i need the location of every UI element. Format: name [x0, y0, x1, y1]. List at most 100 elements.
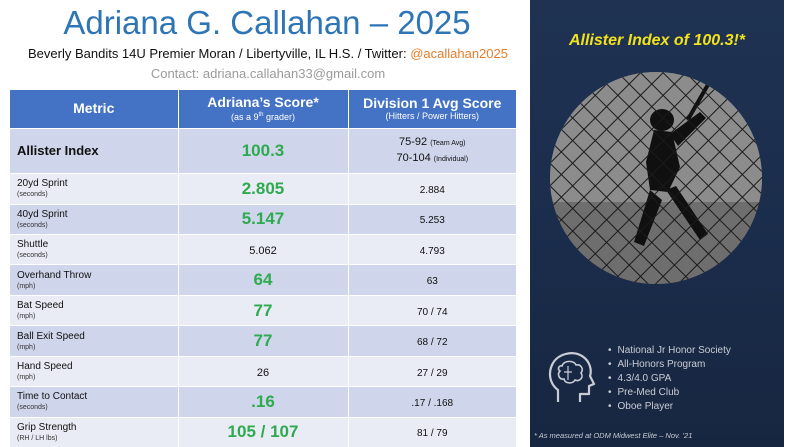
metric-name: Allister Index [17, 142, 99, 158]
metric-cell: 40yd Sprint (seconds) [10, 203, 179, 235]
metric-name: Hand Speed [17, 361, 73, 372]
column-header-label: Metric [73, 100, 115, 117]
panel-title: Allister Index of 100.3!* [568, 32, 746, 49]
subtitle-text: Beverly Bandits 14U Premier Moran / Libe… [28, 46, 411, 61]
table-row: 40yd Sprint (seconds) 5.147 5.253 [10, 203, 516, 235]
score-cell: 77 [178, 294, 349, 326]
table-row: Grip Strength (RH / LH lbs) 105 / 107 81 / … [10, 416, 516, 447]
table-row: Shuttle (seconds) 5.062 4.793 [10, 234, 516, 265]
footnote: * As measured at ODM Midwest Elite – Nov… [534, 431, 693, 440]
score-cell: 26 [178, 355, 349, 387]
brain-head-icon [548, 352, 596, 402]
column-header-label: Division 1 Avg Score [363, 94, 502, 111]
honors-list: National Jr Honor SocietyAll-Honors Prog… [608, 344, 731, 414]
avg-cell: 4.793 [348, 234, 516, 265]
metric-name: Time to Contact [17, 391, 88, 403]
column-header-sub: (as a 9th grader) [230, 111, 296, 122]
avg-value: 68 / 72 [416, 337, 448, 349]
score-cell: 5.062 [178, 234, 349, 265]
metric-unit: (mph) [17, 343, 36, 351]
avg-cell: 70 / 74 [348, 294, 516, 326]
avg-value: 27 / 29 [416, 367, 448, 379]
honor-item: National Jr Honor Society [608, 344, 731, 358]
metric-cell: Shuttle (seconds) [10, 234, 179, 265]
score-value: 2.805 [241, 178, 285, 198]
table-row: Bat Speed (mph) 77 70 / 74 [10, 294, 516, 326]
table-row: Hand Speed (mph) 26 27 / 29 [10, 355, 516, 387]
avg-value: 4.793 [419, 245, 445, 257]
score-value: .16 [251, 391, 275, 411]
column-header-score: Adriana’s Score* (as a 9th grader) [178, 90, 349, 128]
metric-cell: Hand Speed (mph) [10, 355, 179, 387]
metric-unit: (seconds) [17, 221, 48, 229]
contact-email: Contact: adriana.callahan33@gmail.com [150, 66, 386, 81]
metric-cell: 20yd Sprint (seconds) [10, 173, 179, 205]
avg-value: 70 / 74 [416, 306, 448, 318]
metric-cell: Time to Contact (seconds) [10, 386, 179, 418]
score-value: 77 [253, 331, 273, 351]
player-batting-photo [550, 72, 762, 284]
score-cell: 105 / 107 [178, 416, 349, 447]
avg-cell: 75-92 (Team Avg) 70-104 (Individual) [348, 127, 517, 174]
side-panel: Allister Index of 100.3!* [530, 0, 784, 447]
score-value: 100.3 [241, 140, 285, 160]
table-row: 20yd Sprint (seconds) 2.805 2.884 [10, 173, 516, 205]
metric-name: Ball Exit Speed [17, 330, 85, 342]
score-cell: .16 [178, 386, 349, 418]
avg-cell: 63 [348, 264, 516, 296]
honor-item: Pre-Med Club [608, 386, 731, 400]
metric-unit: (mph) [17, 282, 36, 290]
score-value: 26 [256, 366, 270, 379]
avg-cell: 5.253 [348, 203, 516, 235]
avg-cell: 68 / 72 [348, 325, 516, 357]
table-row: Allister Index 100.3 75-92 (Team Avg) 70-10… [10, 127, 517, 174]
avg-value: 63 [426, 276, 438, 288]
subtitle: Beverly Bandits 14U Premier Moran / Libe… [10, 46, 526, 61]
metric-cell: Bat Speed (mph) [10, 294, 179, 326]
metric-name: 40yd Sprint [17, 208, 68, 220]
avg-range: 70-104 [396, 151, 431, 164]
metric-unit: (seconds) [17, 404, 48, 412]
score-value: 77 [253, 300, 273, 320]
avg-line: 75-92 (Team Avg) [349, 135, 517, 151]
avg-line: 70-104 (Individual) [349, 151, 517, 167]
metric-name: Grip Strength [17, 421, 77, 433]
avg-cell: .17 / .168 [348, 386, 516, 418]
honor-item: Oboe Player [608, 400, 731, 414]
column-header-label: Adriana’s Score* [207, 93, 319, 110]
avg-note: (Individual) [433, 155, 469, 163]
metric-name: Bat Speed [17, 300, 64, 312]
table-row: Time to Contact (seconds) .16 .17 / .168 [10, 386, 516, 418]
avg-value: 81 / 79 [416, 428, 448, 440]
score-value: 64 [253, 270, 273, 290]
twitter-handle[interactable]: @acallahan2025 [410, 46, 508, 61]
avg-cell: 27 / 29 [348, 355, 516, 387]
score-value: 105 / 107 [227, 422, 299, 442]
column-header-avg: Division 1 Avg Score (Hitters / Power Hi… [348, 90, 516, 128]
score-value: 5.147 [241, 209, 285, 229]
avg-value: 2.884 [419, 184, 445, 196]
metric-cell: Overhand Throw (mph) [10, 264, 179, 296]
avg-range: 75-92 [399, 135, 428, 148]
column-header-sub: (Hitters / Power Hitters) [385, 110, 479, 121]
table-row: Overhand Throw (mph) 64 63 [10, 264, 516, 296]
metric-cell: Allister Index [10, 127, 179, 174]
avg-note: (Team Avg) [430, 139, 466, 147]
metrics-table: Metric Adriana’s Score* (as a 9th grader… [10, 90, 516, 447]
score-value: 5.062 [249, 244, 277, 257]
avg-value: .17 / .168 [411, 397, 454, 409]
metric-unit: (mph) [17, 374, 36, 381]
avg-cell: 81 / 79 [348, 416, 516, 447]
metric-name: Overhand Throw [17, 269, 92, 281]
metric-cell: Grip Strength (RH / LH lbs) [10, 416, 179, 447]
honor-item: All-Honors Program [608, 358, 731, 372]
metric-unit: (RH / LH lbs) [17, 434, 58, 442]
metric-unit: (seconds) [17, 252, 48, 260]
metric-name: 20yd Sprint [17, 178, 68, 190]
table-header-row: Metric Adriana’s Score* (as a 9th grader… [10, 90, 516, 128]
metric-name: Shuttle [17, 239, 49, 251]
avg-value: 5.253 [419, 215, 445, 227]
score-cell: 77 [178, 325, 349, 357]
score-cell: 5.147 [178, 203, 349, 235]
column-header-metric: Metric [10, 90, 179, 128]
